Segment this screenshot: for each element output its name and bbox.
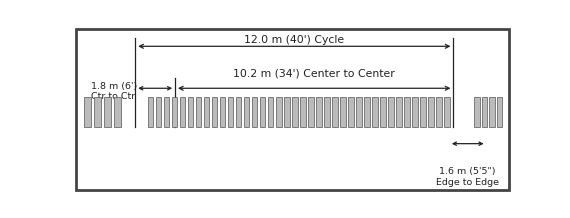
Bar bbox=[113, 97, 121, 127]
Bar bbox=[308, 97, 314, 127]
Bar bbox=[482, 97, 487, 127]
Bar bbox=[332, 97, 337, 127]
Bar bbox=[211, 97, 217, 127]
Bar bbox=[268, 97, 274, 127]
Bar bbox=[196, 97, 201, 127]
Bar bbox=[364, 97, 370, 127]
Bar bbox=[324, 97, 329, 127]
Bar bbox=[252, 97, 258, 127]
Bar bbox=[244, 97, 250, 127]
Bar bbox=[445, 97, 450, 127]
Bar bbox=[372, 97, 378, 127]
Bar bbox=[292, 97, 298, 127]
Bar bbox=[228, 97, 233, 127]
Text: 10.2 m (34') Center to Center: 10.2 m (34') Center to Center bbox=[233, 68, 395, 78]
Bar bbox=[188, 97, 193, 127]
Bar bbox=[172, 97, 177, 127]
Bar bbox=[220, 97, 225, 127]
Bar bbox=[428, 97, 434, 127]
Bar bbox=[180, 97, 185, 127]
Bar bbox=[356, 97, 362, 127]
Bar bbox=[436, 97, 442, 127]
Bar bbox=[84, 97, 91, 127]
FancyBboxPatch shape bbox=[76, 29, 508, 190]
Text: 1.8 m (6')
Ctr to Ctr: 1.8 m (6') Ctr to Ctr bbox=[91, 82, 137, 101]
Bar bbox=[156, 97, 161, 127]
Bar bbox=[412, 97, 418, 127]
Bar bbox=[284, 97, 290, 127]
Bar bbox=[236, 97, 242, 127]
Bar bbox=[148, 97, 153, 127]
Bar bbox=[164, 97, 169, 127]
Bar bbox=[104, 97, 111, 127]
Bar bbox=[474, 97, 479, 127]
Bar bbox=[497, 97, 502, 127]
Bar bbox=[300, 97, 306, 127]
Bar bbox=[396, 97, 402, 127]
Bar bbox=[203, 97, 209, 127]
Bar bbox=[340, 97, 345, 127]
Bar bbox=[276, 97, 282, 127]
Bar bbox=[316, 97, 321, 127]
Bar bbox=[93, 97, 101, 127]
Bar bbox=[490, 97, 495, 127]
Text: 1.6 m (5'5")
Edge to Edge: 1.6 m (5'5") Edge to Edge bbox=[436, 167, 499, 187]
Bar bbox=[404, 97, 410, 127]
Bar bbox=[260, 97, 266, 127]
Text: 12.0 m (40') Cycle: 12.0 m (40') Cycle bbox=[245, 34, 344, 44]
Bar bbox=[420, 97, 426, 127]
Bar bbox=[388, 97, 394, 127]
Bar bbox=[380, 97, 386, 127]
Bar bbox=[348, 97, 354, 127]
